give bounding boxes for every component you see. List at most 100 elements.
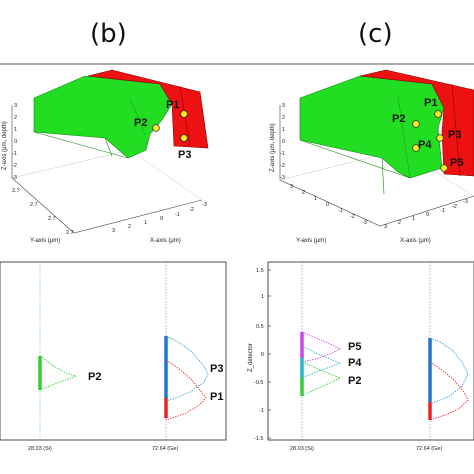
x-axis-label-b: X-axis (μm) [150, 238, 181, 244]
z-tick-b-5: -2 [12, 163, 17, 169]
x-tick-c-0: 3 [384, 224, 387, 230]
point-marker-p4-c [412, 144, 420, 152]
green-surface-c [299, 75, 445, 179]
curve-p5-c [301, 331, 342, 363]
surface-plot-b: P1 P2 P3 Z-axis (μm, depth) Y-axis (μm) … [2, 69, 209, 244]
y-axis-label-b: Y-axis (μm) [30, 238, 60, 244]
x-tick-si-c: 28.03 (Si) [290, 446, 314, 452]
y-tick-c-1: 2 [302, 190, 305, 196]
peak-label-p4-c: P4 [348, 357, 362, 369]
green-surface-b [33, 75, 173, 159]
point-marker-p2-b [152, 124, 160, 132]
y-axis-label-c-bottom: Z_detector [248, 343, 254, 372]
y-tick-label-c-1: 1 [261, 294, 264, 300]
z-tick-b-2: 1 [14, 127, 17, 133]
x-tick-ge-c: 72.64 (Ge) [416, 446, 442, 452]
z-tick-b-1: 2 [14, 115, 17, 121]
z-tick-b-0: 3 [14, 103, 17, 109]
point-label-p4-c: P4 [418, 139, 432, 151]
y-tick-b-3: 2.7 [66, 230, 74, 236]
x-tick-ge-b: 72.64 (Ge) [152, 446, 178, 452]
peak-label-p1-b: P1 [210, 391, 223, 403]
y-ticks-c [268, 269, 271, 439]
point-marker-p2-c [412, 120, 420, 128]
z-tick-c-0: 3 [282, 103, 285, 109]
y-tick-b-1: 2.7 [30, 202, 38, 208]
y-tick-b-2: 2.7 [48, 216, 56, 222]
x-tick-c-6: -3 [463, 199, 468, 205]
point-label-p1-c: P1 [424, 97, 437, 109]
curve-p4-c [301, 345, 342, 379]
x-tick-b-2: 1 [144, 220, 147, 226]
peak-label-p3-b: P3 [210, 363, 223, 375]
z-tick-c-1: 2 [282, 115, 285, 121]
spectrum-plot-c: Z_detector 1.5 1 0.5 0 -0.5 -1 -1.5 P5 P… [248, 261, 474, 452]
point-label-p2-b: P2 [134, 117, 147, 129]
red-surface-b [87, 69, 209, 149]
point-marker-p1-c [434, 110, 442, 118]
panel-label-c: (c) [358, 19, 393, 49]
surface-plot-c: P1 P2 P3 P4 P5 Z-axis (μm, depth) Y-axis… [270, 69, 474, 244]
plot-frame-b [0, 261, 227, 441]
y-axis-label-c: Y-axis (μm) [296, 238, 326, 244]
curve-p2-c [301, 361, 342, 397]
z-tick-b-4: -1 [12, 151, 17, 157]
curve-ge-upper-c [429, 337, 469, 405]
curve-p2-b [39, 355, 78, 391]
peak-label-p5-c: P5 [348, 341, 361, 353]
x-tick-c-1: 2 [398, 220, 401, 226]
y-tick-label-c-4: -0.5 [254, 380, 263, 386]
z-axis-label-b: Z-axis (μm, depth) [2, 121, 8, 170]
x-tick-c-5: -2 [452, 204, 457, 210]
y-tick-label-c-6: -1.5 [254, 436, 263, 442]
point-label-p5-c: P5 [450, 157, 463, 169]
x-tick-c-2: 1 [412, 216, 415, 222]
x-tick-b-0: 3 [112, 228, 115, 234]
z-tick-c-4: -1 [280, 151, 285, 157]
y-tick-label-c-5: -1 [259, 408, 264, 414]
curve-ge-lower-c [429, 361, 469, 421]
x-tick-b-6: -3 [202, 202, 207, 208]
x-tick-b-4: -1 [175, 212, 180, 218]
point-marker-p3-b [180, 134, 188, 142]
point-label-p1-b: P1 [166, 99, 179, 111]
point-label-p2-c: P2 [392, 113, 405, 125]
z-tick-c-6: -3 [280, 175, 285, 181]
z-tick-c-5: -2 [280, 163, 285, 169]
y-tick-label-c-0: 1.5 [256, 268, 264, 274]
point-marker-p3-c [436, 134, 444, 142]
x-tick-c-3: 0 [426, 212, 429, 218]
z-tick-c-3: 0 [282, 139, 285, 145]
y-tick-c-3: 0 [326, 202, 329, 208]
point-marker-p5-c [440, 164, 448, 172]
curve-p3-b [165, 335, 209, 402]
x-tick-b-3: 0 [160, 216, 163, 222]
x-tick-c-4: -1 [440, 208, 445, 214]
z-tick-b-6: -3 [12, 175, 17, 181]
point-marker-p1-b [180, 110, 188, 118]
z-tick-c-2: 1 [282, 127, 285, 133]
y-tick-c-2: 1 [314, 196, 317, 202]
x-tick-b-1: 2 [128, 224, 131, 230]
point-label-p3-c: P3 [448, 129, 461, 141]
curve-p1-b [165, 359, 207, 421]
plot-frame-c [267, 261, 474, 441]
peak-label-p2-b: P2 [88, 371, 101, 383]
z-tick-b-3: 0 [14, 139, 17, 145]
spectrum-plot-b: P2 P3 P1 28.03 (Si) 72.64 (Ge) [0, 261, 227, 452]
peak-label-p2-c: P2 [348, 375, 361, 387]
y-tick-c-5: -2 [350, 214, 355, 220]
x-tick-b-5: -2 [189, 207, 194, 213]
z-axis-label-c: Z-axis (μm, depth) [270, 123, 276, 172]
x-axis-label-c: X-axis (μm) [400, 238, 431, 244]
red-surface-c [359, 69, 474, 177]
point-label-p3-b: P3 [178, 149, 191, 161]
y-tick-c-4: -1 [338, 208, 343, 214]
y-tick-label-c-2: 0.5 [256, 324, 264, 330]
y-tick-c-6: -3 [362, 220, 367, 226]
x-tick-si-b: 28.03 (Si) [28, 446, 52, 452]
y-tick-label-c-3: 0 [261, 352, 264, 358]
y-tick-c-0: 3 [290, 184, 293, 190]
panel-label-b: (b) [90, 19, 127, 49]
